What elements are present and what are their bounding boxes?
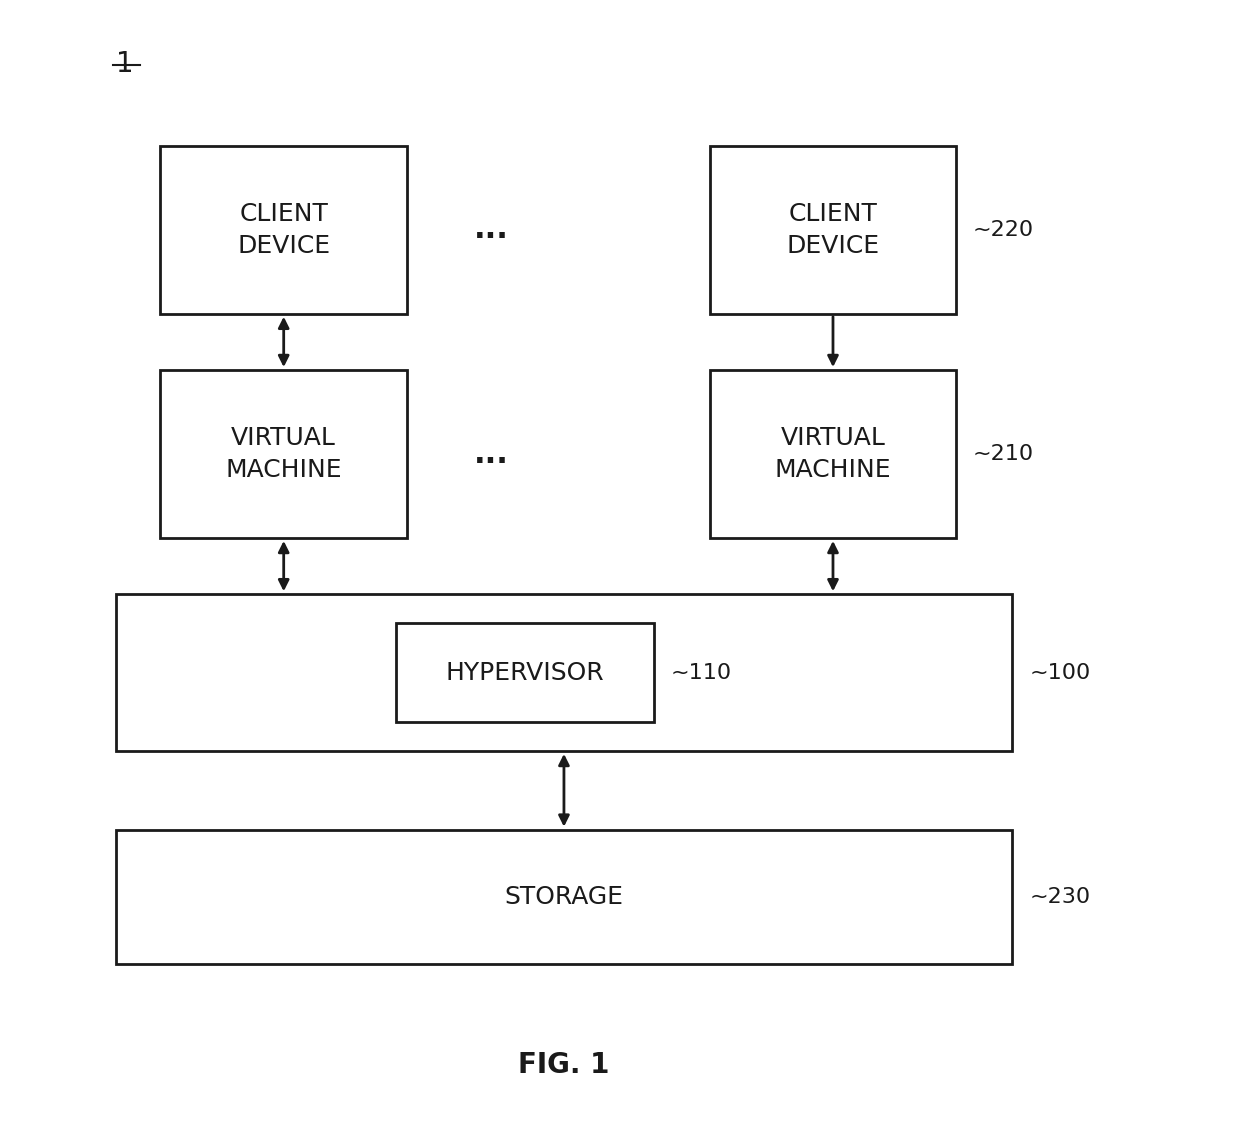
Text: CLIENT
DEVICE: CLIENT DEVICE bbox=[237, 202, 330, 258]
FancyBboxPatch shape bbox=[709, 370, 956, 538]
Text: ~220: ~220 bbox=[973, 220, 1034, 240]
Text: VIRTUAL
MACHINE: VIRTUAL MACHINE bbox=[775, 426, 892, 482]
Text: 1: 1 bbox=[115, 50, 133, 78]
FancyBboxPatch shape bbox=[396, 623, 653, 722]
Text: ...: ... bbox=[474, 215, 508, 244]
FancyBboxPatch shape bbox=[115, 830, 1012, 964]
FancyBboxPatch shape bbox=[160, 146, 407, 314]
Text: HYPERVISOR: HYPERVISOR bbox=[445, 660, 604, 685]
Text: FIG. 1: FIG. 1 bbox=[518, 1051, 610, 1078]
Text: STORAGE: STORAGE bbox=[505, 884, 624, 909]
FancyBboxPatch shape bbox=[115, 594, 1012, 751]
Text: ~100: ~100 bbox=[1029, 663, 1090, 683]
Text: CLIENT
DEVICE: CLIENT DEVICE bbox=[786, 202, 879, 258]
Text: ~110: ~110 bbox=[671, 663, 732, 683]
Text: VIRTUAL
MACHINE: VIRTUAL MACHINE bbox=[226, 426, 342, 482]
FancyBboxPatch shape bbox=[160, 370, 407, 538]
FancyBboxPatch shape bbox=[709, 146, 956, 314]
Text: ~230: ~230 bbox=[1029, 887, 1090, 907]
Text: ...: ... bbox=[474, 439, 508, 469]
Text: ~210: ~210 bbox=[973, 444, 1034, 464]
